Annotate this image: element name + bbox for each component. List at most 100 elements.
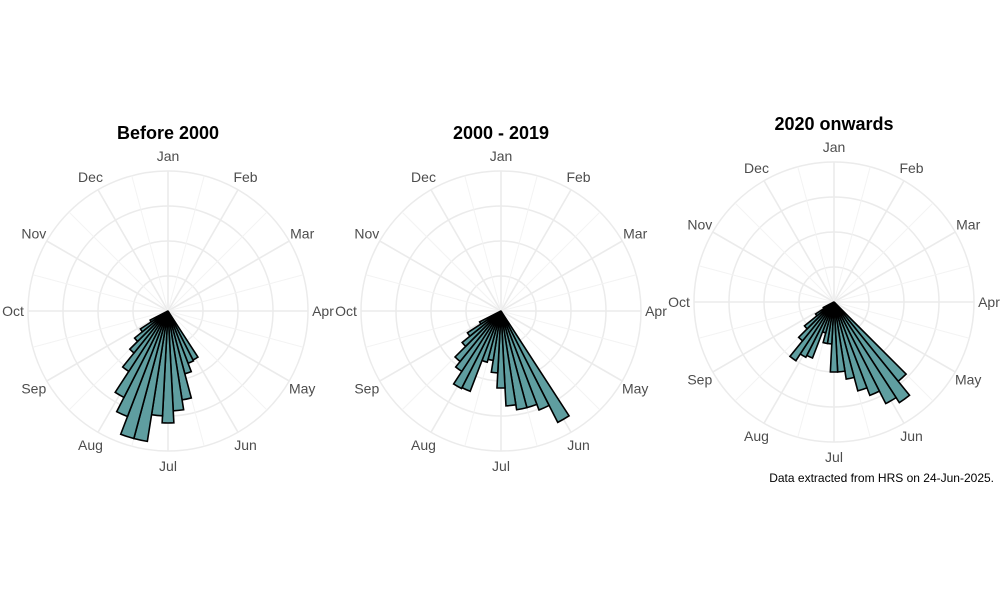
grid-spoke <box>500 211 601 312</box>
month-label-apr: Apr <box>978 294 1000 310</box>
data-source-caption: Data extracted from HRS on 24-Jun-2025. <box>769 471 994 485</box>
grid-spoke <box>167 175 205 312</box>
bar-2 <box>833 301 911 404</box>
month-label-aug: Aug <box>78 437 103 453</box>
grid-spoke <box>698 301 835 339</box>
month-label-jul: Jul <box>159 458 177 474</box>
month-label-sep: Sep <box>354 381 379 397</box>
bar-4 <box>833 301 881 397</box>
month-label-jun: Jun <box>234 437 257 453</box>
bar-16 <box>149 310 169 323</box>
grid-spoke <box>167 310 268 411</box>
grid-spoke <box>464 175 502 312</box>
month-label-nov: Nov <box>687 217 712 233</box>
grid-spoke <box>833 231 956 303</box>
grid-spoke <box>46 310 169 382</box>
grid-spoke <box>712 231 835 303</box>
month-label-jan: Jan <box>823 139 846 155</box>
month-label-may: May <box>622 381 648 397</box>
grid-spoke <box>500 310 637 348</box>
month-label-feb: Feb <box>233 169 257 185</box>
grid-spoke <box>365 310 502 348</box>
month-label-oct: Oct <box>2 303 24 319</box>
month-label-apr: Apr <box>312 303 334 319</box>
month-label-jan: Jan <box>490 148 513 164</box>
grid-spoke <box>698 265 835 303</box>
bar-4 <box>500 310 528 411</box>
bars <box>788 301 911 405</box>
bar-8 <box>829 301 839 373</box>
month-label-may: May <box>955 372 981 388</box>
month-label-jul: Jul <box>492 458 510 474</box>
bar-13 <box>453 310 502 363</box>
bar-2 <box>500 310 551 411</box>
month-label-apr: Apr <box>645 303 667 319</box>
month-label-feb: Feb <box>899 160 923 176</box>
month-label-jun: Jun <box>900 428 923 444</box>
grid-spoke <box>763 180 835 303</box>
bar-16 <box>478 310 502 326</box>
month-label-aug: Aug <box>411 437 436 453</box>
grid-spoke <box>500 310 623 382</box>
bar-1 <box>500 310 571 424</box>
month-labels: Jan Feb Mar Apr May Jun Jul Aug Sep Oct Nov Dec <box>2 148 334 474</box>
grid-spoke <box>734 202 835 303</box>
bars <box>114 310 200 443</box>
grid-spoke <box>500 175 538 312</box>
bar-18 <box>822 301 835 310</box>
polar-chart-2000-2019: 2000 - 2019 Jan Feb Mar Apr May Jun Jul Aug Sep O… <box>335 123 667 474</box>
month-label-dec: Dec <box>744 160 769 176</box>
grid-spoke <box>833 301 970 339</box>
bar-3 <box>833 301 898 405</box>
bar-6 <box>496 310 506 389</box>
month-label-aug: Aug <box>744 428 769 444</box>
chart-title: 2000 - 2019 <box>453 123 549 143</box>
grid-spoke <box>797 166 835 303</box>
month-label-feb: Feb <box>566 169 590 185</box>
month-label-sep: Sep <box>687 372 712 388</box>
grid-spoke <box>500 310 601 411</box>
grid-spoke <box>167 310 290 382</box>
grid-spoke <box>97 189 169 312</box>
polar-chart-before-2000: Before 2000 Jan Feb Mar Apr May Jun Jul Aug Sep O… <box>2 123 334 474</box>
month-label-oct: Oct <box>668 294 690 310</box>
grid-spoke <box>167 274 304 312</box>
grid-spoke <box>833 180 905 303</box>
month-label-sep: Sep <box>21 381 46 397</box>
month-labels: Jan Feb Mar Apr May Jun Jul Aug Sep Oct Nov Dec <box>335 148 667 474</box>
month-label-mar: Mar <box>956 217 980 233</box>
grid-spoke <box>500 189 572 312</box>
polar-chart-2020-onwards: 2020 onwards Jan Feb Mar Apr May Jun Jul Aug Sep… <box>668 114 1000 465</box>
grid-spoke <box>379 240 502 312</box>
grid-spoke <box>401 211 502 312</box>
grid-spoke <box>833 301 956 373</box>
month-label-jul: Jul <box>825 449 843 465</box>
grid-spoke <box>833 265 970 303</box>
month-labels: Jan Feb Mar Apr May Jun Jul Aug Sep Oct Nov Dec <box>668 139 1000 465</box>
month-label-mar: Mar <box>623 226 647 242</box>
month-label-may: May <box>289 381 315 397</box>
grid-spoke <box>32 310 169 348</box>
grid-spoke <box>712 301 835 373</box>
grid-spoke <box>430 189 502 312</box>
grid-spoke <box>167 240 290 312</box>
chart-title: Before 2000 <box>117 123 219 143</box>
grid-spoke <box>500 274 637 312</box>
grid-spoke <box>46 240 169 312</box>
month-label-dec: Dec <box>411 169 436 185</box>
grid-spoke <box>32 274 169 312</box>
grid-spoke <box>131 175 169 312</box>
grid-spoke <box>833 202 934 303</box>
month-label-oct: Oct <box>335 303 357 319</box>
bar-6 <box>161 310 175 424</box>
month-label-dec: Dec <box>78 169 103 185</box>
month-label-mar: Mar <box>290 226 314 242</box>
grid-spoke <box>167 189 239 312</box>
grid-spoke <box>365 274 502 312</box>
grid-spoke <box>167 310 304 348</box>
month-label-nov: Nov <box>21 226 46 242</box>
grid-spoke <box>167 211 268 312</box>
month-label-jan: Jan <box>157 148 180 164</box>
bar-5 <box>833 301 869 392</box>
